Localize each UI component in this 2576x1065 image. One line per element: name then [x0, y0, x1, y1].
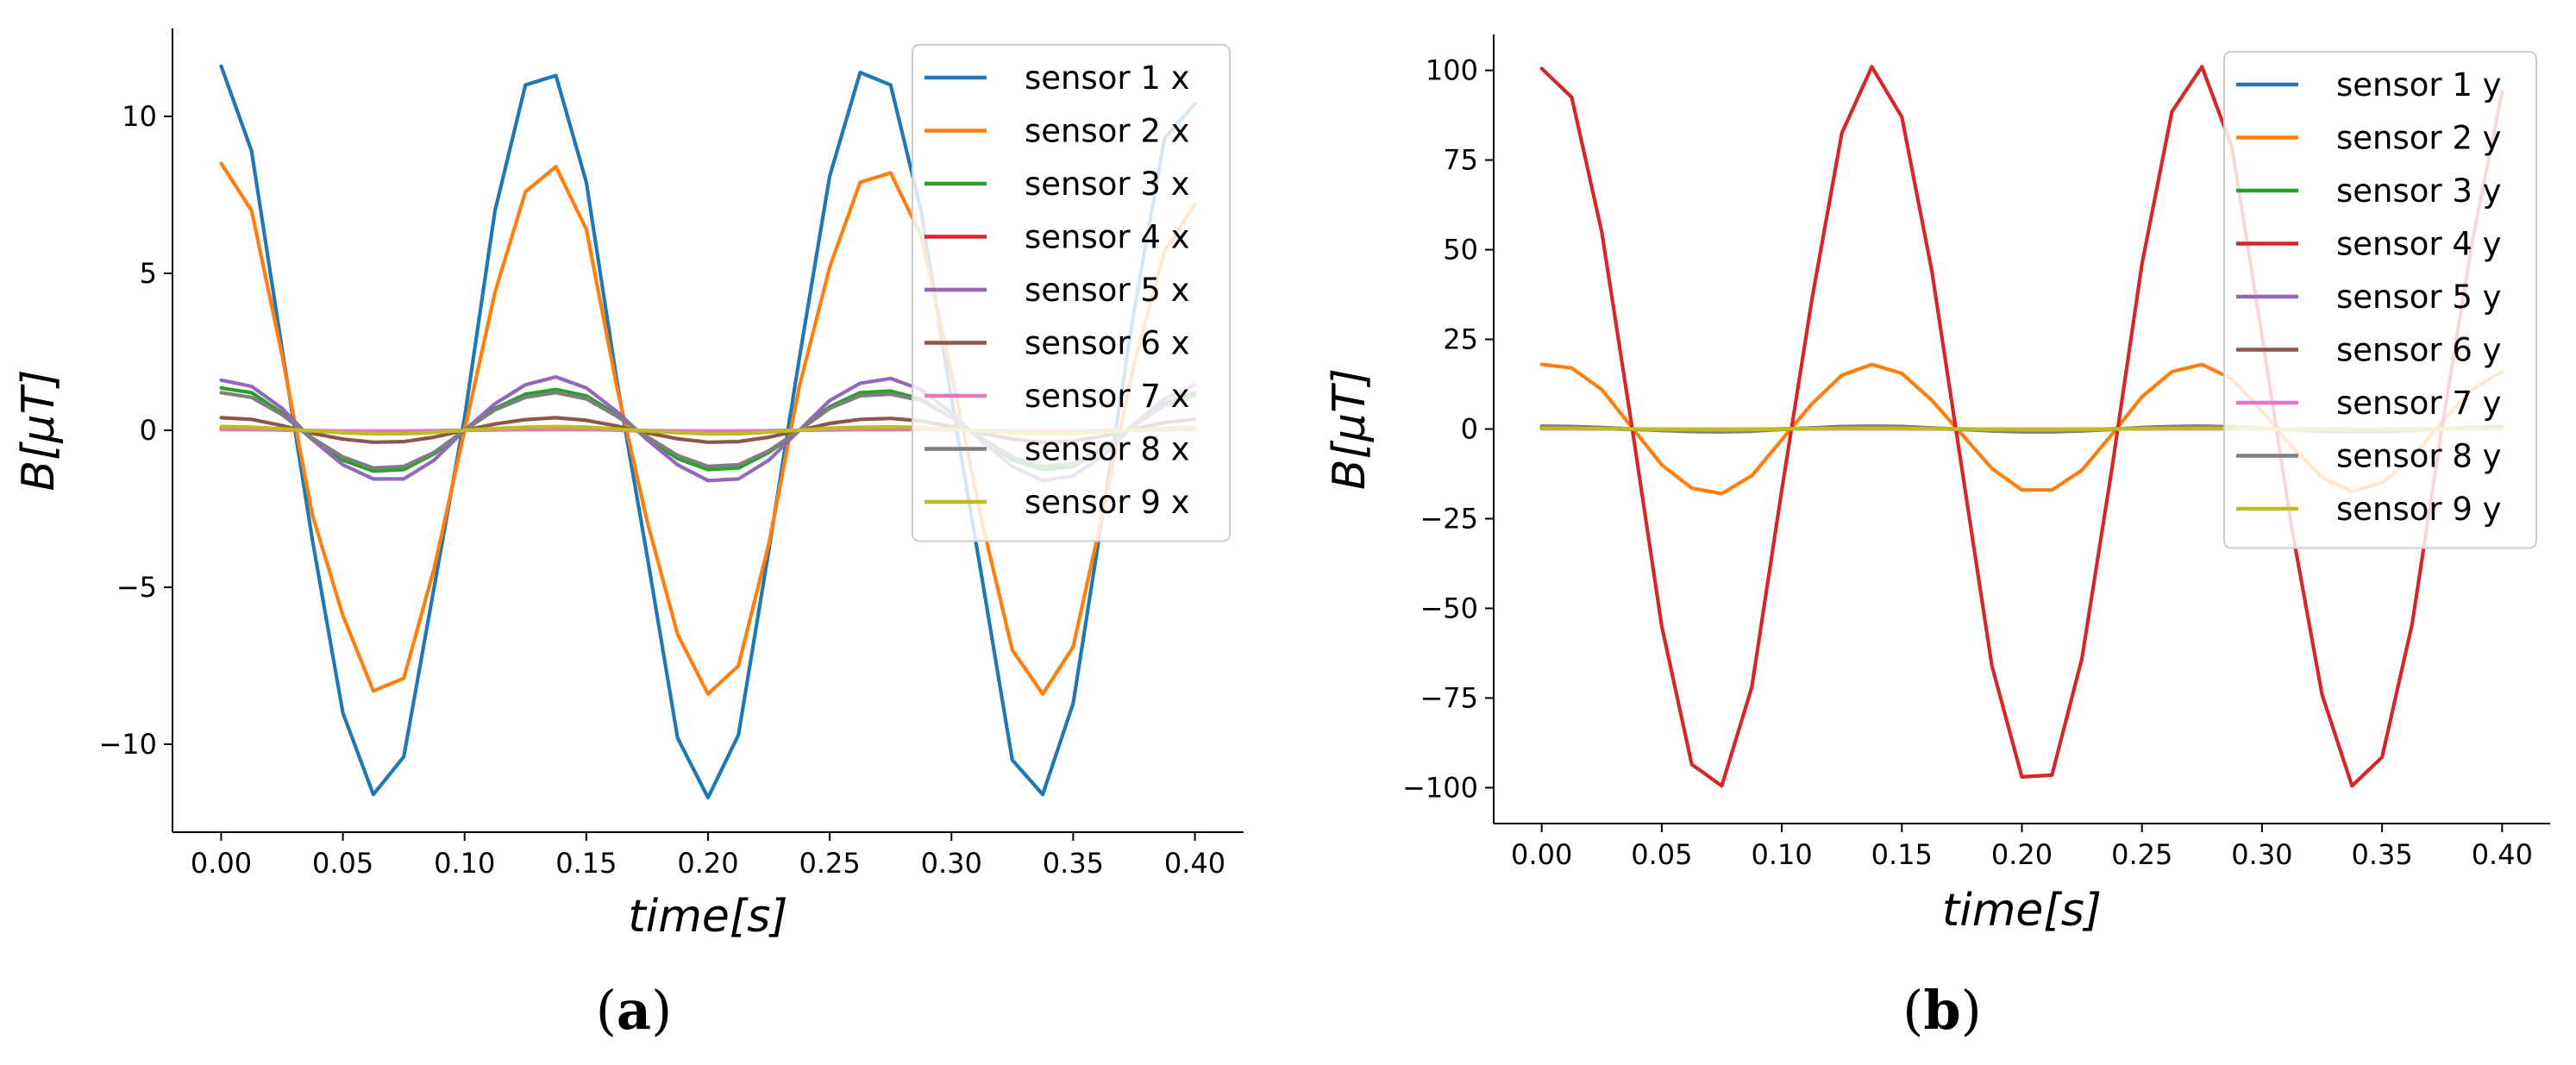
- y-tick-label: 75: [1443, 144, 1478, 177]
- legend-label: sensor 5 y: [2336, 279, 2502, 316]
- legend-label: sensor 1 y: [2336, 66, 2502, 103]
- y-axis-title: B[μT]: [13, 369, 65, 491]
- x-tick-label: 0.05: [312, 847, 373, 880]
- x-tick-label: 0.25: [2111, 838, 2172, 871]
- legend-label: sensor 7 x: [1025, 378, 1190, 415]
- legend-label: sensor 6 x: [1025, 325, 1190, 362]
- caption-letter: a: [617, 979, 651, 1042]
- x-tick-label: 0.00: [191, 847, 252, 880]
- y-tick-label: −75: [1420, 681, 1478, 714]
- caption-open: (: [1902, 979, 1923, 1042]
- legend-label: sensor 2 x: [1025, 113, 1190, 150]
- y-tick-label: 0: [1461, 413, 1478, 446]
- legend-label: sensor 1 x: [1025, 60, 1190, 97]
- x-tick-label: 0.15: [555, 847, 617, 880]
- caption-close: ): [1961, 979, 1982, 1042]
- legend-label: sensor 5 x: [1025, 272, 1190, 309]
- caption-open: (: [596, 979, 617, 1042]
- legend-label: sensor 9 x: [1025, 484, 1190, 521]
- x-tick-label: 0.35: [1043, 847, 1104, 880]
- x-tick-label: 0.20: [1991, 838, 2053, 871]
- x-tick-label: 0.05: [1631, 838, 1692, 871]
- x-tick-label: 0.10: [1751, 838, 1812, 871]
- y-tick-label: −10: [98, 728, 157, 761]
- x-tick-label: 0.00: [1511, 838, 1572, 871]
- legend-label: sensor 3 y: [2336, 172, 2502, 210]
- y-tick-label: 100: [1426, 54, 1478, 87]
- x-tick-label: 0.15: [1871, 838, 1933, 871]
- legend-label: sensor 4 y: [2336, 226, 2502, 263]
- panel-caption: (b): [1902, 979, 1982, 1042]
- legend-label: sensor 9 y: [2336, 491, 2502, 528]
- x-tick-label: 0.35: [2351, 838, 2412, 871]
- caption-letter: b: [1923, 979, 1960, 1042]
- y-tick-label: −25: [1420, 502, 1478, 535]
- y-tick-label: 50: [1443, 234, 1478, 266]
- y-tick-label: 25: [1443, 323, 1478, 356]
- y-tick-label: 5: [140, 257, 157, 290]
- y-tick-label: 10: [122, 100, 157, 133]
- legend: sensor 1 x sensor 2 x sensor 3 x sensor 4 x…: [912, 44, 1231, 542]
- y-tick-label: −100: [1402, 771, 1478, 804]
- legend-label: sensor 4 x: [1025, 219, 1190, 256]
- x-tick-label: 0.20: [677, 847, 738, 880]
- legend-label: sensor 8 x: [1025, 431, 1190, 468]
- series-line-sensor-2-x: [219, 161, 1197, 696]
- chart-panel-a: 0.00 0.05 0.10 0.15 0.20 0.25 0.30 0.35 0.40 −10 −…: [13, 28, 1244, 1042]
- series-group: [219, 64, 1197, 800]
- legend-frame: [2223, 51, 2537, 549]
- x-tick-label: 0.40: [1164, 847, 1225, 880]
- chart-panel-b: 0.00 0.05 0.10 0.15 0.20 0.25 0.30 0.35 0.40 −100…: [1324, 34, 2550, 1042]
- legend-label: sensor 7 y: [2336, 385, 2502, 422]
- y-tick-label: −50: [1420, 592, 1478, 624]
- legend: sensor 1 y sensor 2 y sensor 3 y sensor 4 y…: [2223, 51, 2537, 549]
- x-axis-title: time[s]: [1942, 885, 2102, 937]
- legend-frame: [912, 44, 1231, 542]
- series-line-sensor-4-y: [1539, 65, 2504, 788]
- y-tick-label: −5: [116, 571, 157, 604]
- x-tick-label: 0.30: [2231, 838, 2292, 871]
- legend-label: sensor 6 y: [2336, 332, 2502, 369]
- x-axis-title: time[s]: [628, 891, 787, 943]
- caption-close: ): [651, 979, 672, 1042]
- y-tick-label: 0: [140, 414, 157, 447]
- panel-caption: (a): [596, 979, 673, 1042]
- y-axis-title: B[μT]: [1324, 368, 1376, 490]
- legend-label: sensor 2 y: [2336, 120, 2502, 157]
- x-tick-label: 0.25: [799, 847, 861, 880]
- legend-label: sensor 8 y: [2336, 438, 2502, 475]
- x-tick-label: 0.10: [434, 847, 495, 880]
- series-line-sensor-1-x: [219, 64, 1197, 800]
- x-tick-label: 0.40: [2472, 838, 2533, 871]
- x-tick-label: 0.30: [921, 847, 982, 880]
- legend-label: sensor 3 x: [1025, 166, 1190, 203]
